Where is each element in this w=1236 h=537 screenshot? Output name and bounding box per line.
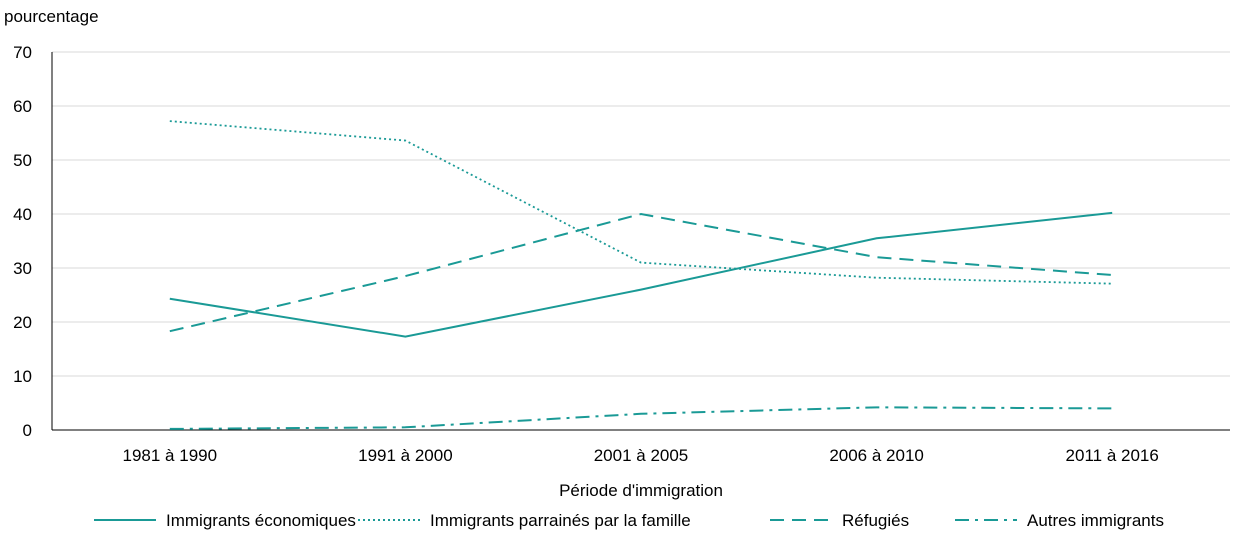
y-axis-ticks: 0 10 20 30 40 50 60 70 bbox=[13, 43, 32, 440]
x-tick-label: 2006 à 2010 bbox=[829, 446, 924, 465]
series-line bbox=[169, 211, 1113, 338]
y-tick-label: 20 bbox=[13, 313, 32, 332]
legend-label: Immigrants économiques bbox=[166, 511, 356, 530]
y-tick-label: 30 bbox=[13, 259, 32, 278]
x-tick-label: 1981 à 1990 bbox=[123, 446, 218, 465]
x-tick-label: 2011 à 2016 bbox=[1066, 446, 1159, 465]
legend: Immigrants économiques Immigrants parrain… bbox=[94, 511, 1164, 530]
x-tick-label: 2001 à 2005 bbox=[594, 446, 689, 465]
series-line bbox=[169, 120, 1113, 285]
y-tick-label: 10 bbox=[13, 367, 32, 386]
y-tick-label: 60 bbox=[13, 97, 32, 116]
x-axis-title: Période d'immigration bbox=[559, 481, 723, 500]
x-axis-ticks: 1981 à 1990 1991 à 2000 2001 à 2005 2006 à … bbox=[123, 446, 1159, 465]
legend-label: Immigrants parrainés par la famille bbox=[430, 511, 691, 530]
y-axis-title: pourcentage bbox=[4, 7, 99, 26]
y-tick-label: 0 bbox=[23, 421, 32, 440]
gridlines bbox=[52, 51, 1230, 377]
y-tick-label: 50 bbox=[13, 151, 32, 170]
series-line bbox=[169, 406, 1113, 430]
series-lines bbox=[169, 120, 1113, 430]
legend-label: Réfugiés bbox=[842, 511, 909, 530]
legend-label: Autres immigrants bbox=[1027, 511, 1164, 530]
series-line bbox=[169, 212, 1113, 333]
y-tick-label: 70 bbox=[13, 43, 32, 62]
x-tick-label: 1991 à 2000 bbox=[358, 446, 453, 465]
y-tick-label: 40 bbox=[13, 205, 32, 224]
